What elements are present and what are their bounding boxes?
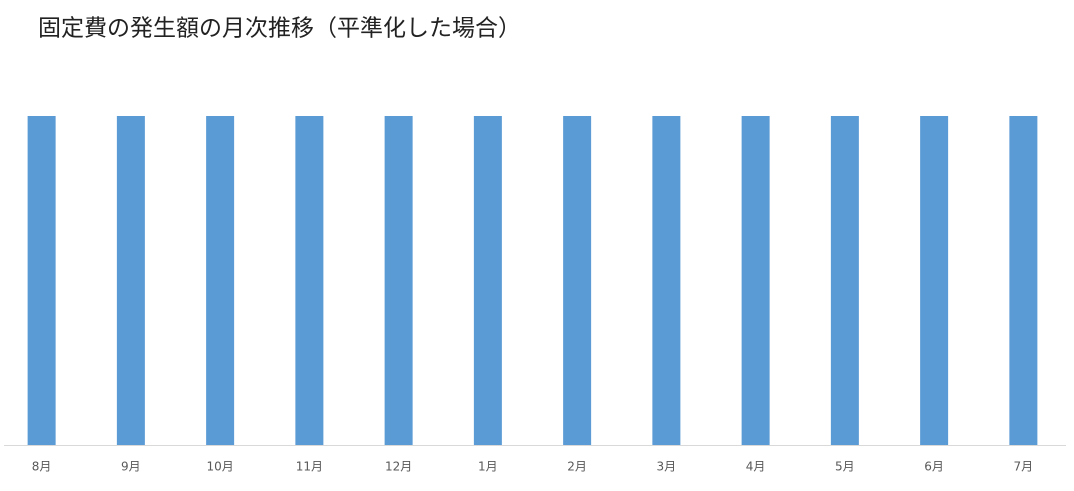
bar: [920, 116, 949, 445]
x-tick-label: 12月: [385, 460, 412, 474]
x-tick-label: 7月: [1014, 460, 1034, 474]
x-tick-label: 11月: [296, 460, 323, 474]
bar: [563, 116, 592, 445]
x-tick-label: 3月: [657, 460, 677, 474]
x-tick-label: 10月: [206, 460, 233, 474]
x-tick-label: 6月: [924, 460, 944, 474]
bar: [206, 116, 235, 445]
bar: [27, 116, 56, 445]
x-tick-label: 8月: [32, 460, 52, 474]
bar: [116, 116, 145, 445]
bar: [741, 116, 770, 445]
x-tick-label: 4月: [746, 460, 766, 474]
bar: [1009, 116, 1038, 445]
x-tick-label: 9月: [121, 460, 141, 474]
x-tick-label: 2月: [567, 460, 587, 474]
bar: [295, 116, 324, 445]
bar: [473, 116, 502, 445]
bar: [384, 116, 413, 445]
x-tick-label: 5月: [835, 460, 855, 474]
chart-title: 固定費の発生額の月次推移（平準化した場合）: [38, 16, 521, 42]
bar: [830, 116, 859, 445]
x-tick-label: 1月: [478, 460, 498, 474]
bar: [652, 116, 681, 445]
